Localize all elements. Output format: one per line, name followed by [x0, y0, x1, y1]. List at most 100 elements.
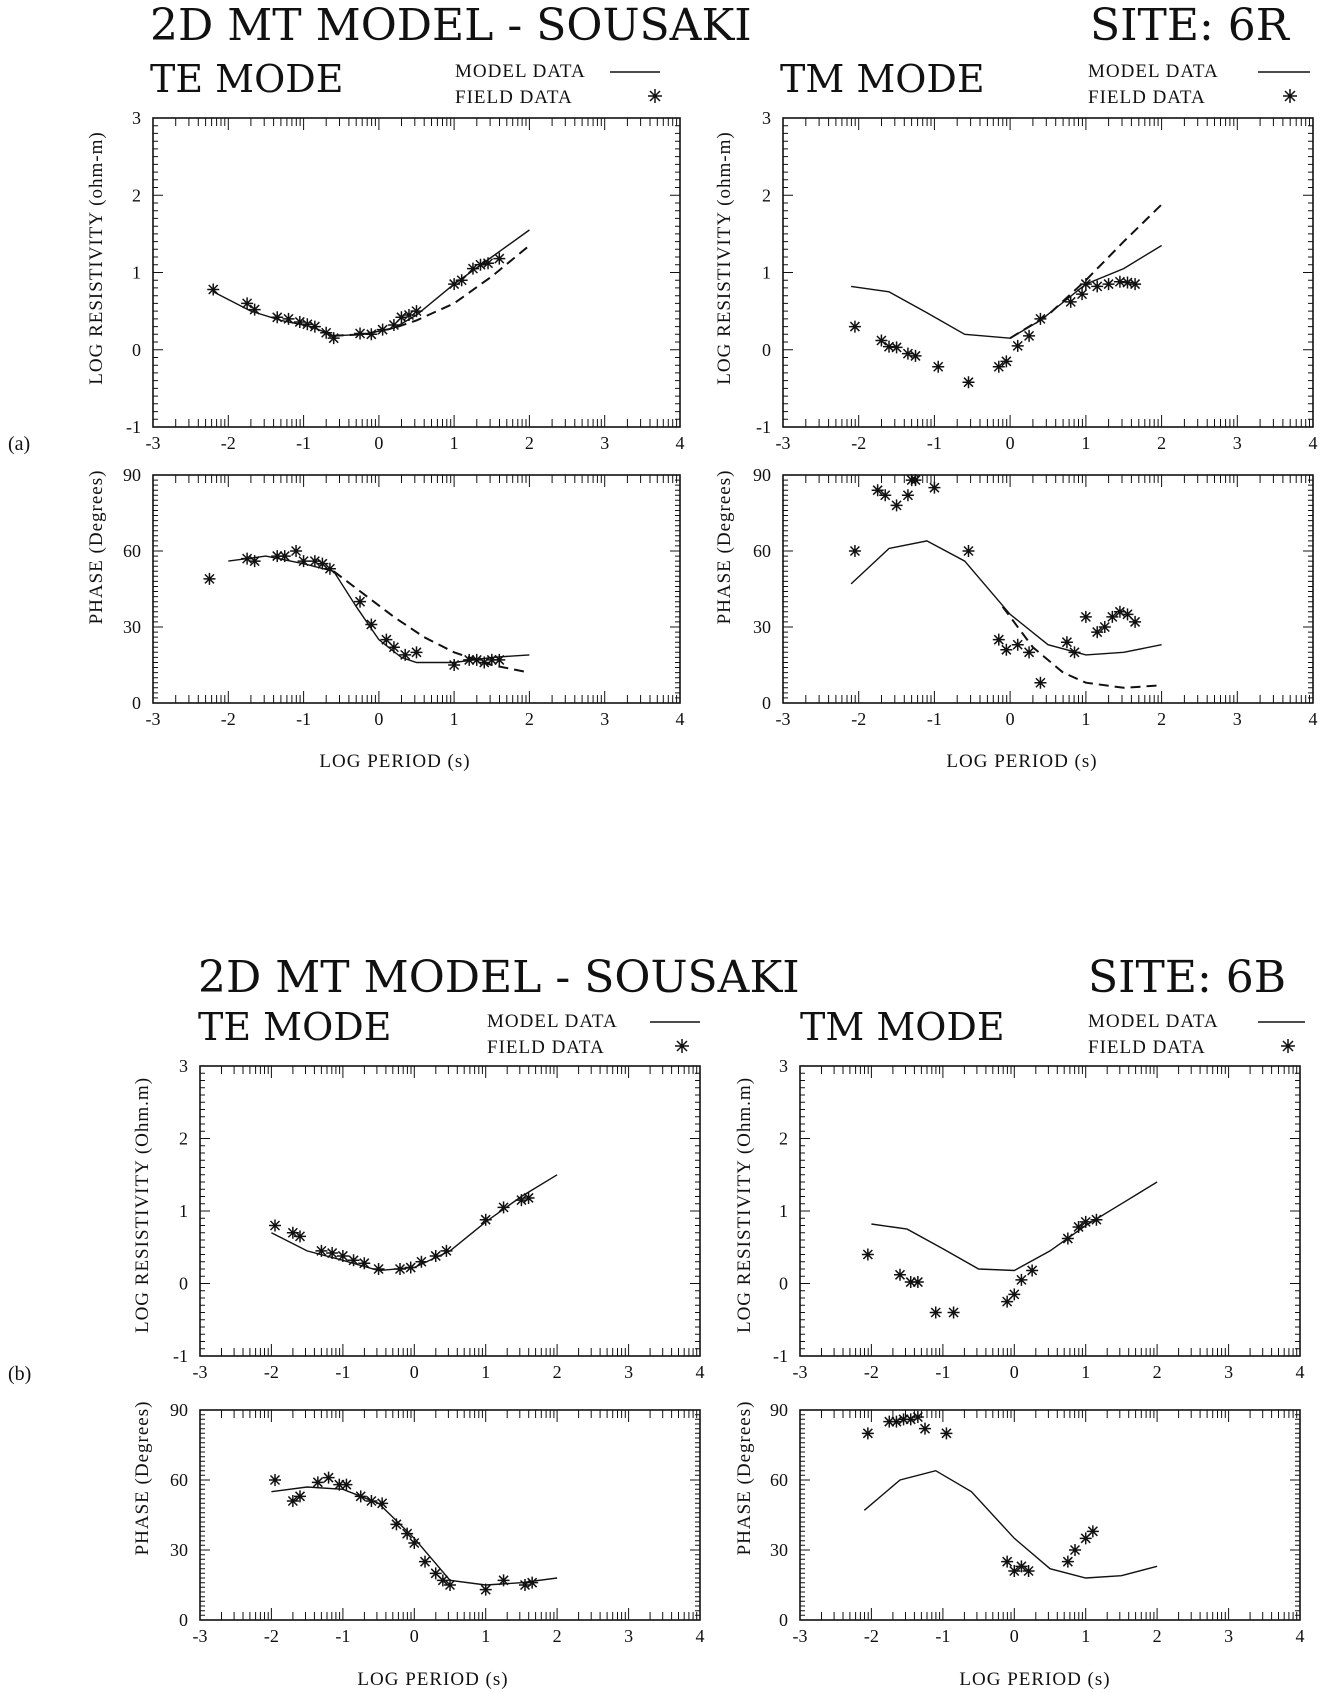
field-data-point: [849, 545, 861, 557]
x-tick-label: 2: [525, 709, 534, 729]
field-data-series: [849, 276, 1141, 388]
field-data-point: [930, 1307, 942, 1319]
field-data-point: [290, 545, 302, 557]
chart-a-te-phase: -3 -2 -1 0 1 2 3 40306090: [123, 465, 685, 729]
field-data-point: [249, 304, 261, 316]
x-tick-label: 1: [1081, 709, 1090, 729]
x-tick-label: 4: [1296, 1362, 1305, 1382]
chart-b-tm-res: -3 -2 -1 0 1 2 3 4-10123: [773, 1056, 1305, 1382]
figure-b-title: 2D MT MODEL - SOUSAKI: [198, 952, 800, 1003]
x-tick-label: 1: [1081, 433, 1090, 453]
field-data-point: [1023, 330, 1035, 342]
field-data-point: [315, 1245, 327, 1257]
field-data-point: [440, 1245, 452, 1257]
field-data-point: [1000, 644, 1012, 656]
field-data-point: [523, 1192, 535, 1204]
field-data-point: [875, 334, 887, 346]
minor-ticks: [783, 475, 1313, 703]
field-data-point: [399, 649, 411, 661]
field-data-point: [279, 550, 291, 562]
field-data-point: [963, 376, 975, 388]
field-data-point: [309, 321, 321, 333]
field-data-point: [1034, 313, 1046, 325]
x-tick-label: -2: [851, 709, 866, 729]
figure-b-tm-legend-model: MODEL DATA: [1088, 1011, 1219, 1032]
field-data-series: [269, 1192, 535, 1275]
plot-frame: [783, 475, 1313, 703]
field-data-point: [1015, 1274, 1027, 1286]
x-tick-label: 4: [1296, 1626, 1305, 1646]
figure-b-te-legend-star: [675, 1039, 689, 1053]
figure-a-title: 2D MT MODEL - SOUSAKI: [150, 0, 752, 51]
x-tick-label: 3: [1233, 433, 1242, 453]
x-tick-label: 0: [1006, 709, 1015, 729]
field-data-point: [376, 1497, 388, 1509]
y-tick-label: 0: [779, 1274, 788, 1294]
x-tick-label: -2: [851, 433, 866, 453]
x-tick-label: 2: [553, 1362, 562, 1382]
y-tick-label: 0: [762, 340, 771, 360]
x-tick-label: -1: [935, 1362, 950, 1382]
field-data-point: [894, 1269, 906, 1281]
field-data-point: [1106, 611, 1118, 623]
field-data-point: [271, 311, 283, 323]
x-tick-label: 1: [450, 433, 459, 453]
x-tick-label: 4: [696, 1362, 705, 1382]
figure-b-tm-legend-star: [1281, 1039, 1295, 1053]
field-data-point: [365, 618, 377, 630]
field-data-point: [323, 1472, 335, 1484]
chart-b-te-res: -3 -2 -1 0 1 2 3 4-10123: [173, 1056, 705, 1382]
figure-a-te-legend-field: FIELD DATA: [455, 87, 573, 108]
x-tick-label: -2: [864, 1626, 879, 1646]
field-data-point: [1103, 278, 1115, 290]
field-data-point: [493, 654, 505, 666]
y-tick-label: 60: [753, 541, 771, 561]
figure-a-te-res-ylabel: LOG RESISTIVITY (ohm-m): [86, 131, 107, 384]
field-data-point: [326, 1247, 338, 1259]
y-tick-label: 90: [123, 465, 141, 485]
figure-b-te-xlabel: LOG PERIOD (s): [357, 1669, 508, 1690]
field-data-point: [249, 555, 261, 567]
y-tick-label: 2: [179, 1129, 188, 1149]
x-tick-label: 2: [553, 1626, 562, 1646]
field-data-point: [354, 328, 366, 340]
plot-frame: [800, 1410, 1300, 1620]
model-curve: [228, 556, 529, 662]
x-tick-label: 2: [525, 433, 534, 453]
figure-a-tm-legend-model: MODEL DATA: [1088, 61, 1219, 82]
field-data-point: [415, 1256, 427, 1268]
field-data-point: [337, 1250, 349, 1262]
field-data-point: [320, 327, 332, 339]
y-tick-label: 0: [179, 1610, 188, 1630]
minor-ticks: [783, 118, 1313, 427]
x-tick-label: 1: [450, 709, 459, 729]
x-tick-label: -3: [793, 1626, 808, 1646]
figure-a-te-xlabel: LOG PERIOD (s): [319, 751, 470, 772]
x-tick-label: 4: [1309, 709, 1318, 729]
field-data-point: [963, 545, 975, 557]
field-data-point: [480, 1584, 492, 1596]
y-tick-label: 30: [170, 1540, 188, 1560]
y-tick-label: 1: [132, 263, 141, 283]
field-data-point: [493, 253, 505, 265]
field-data-point: [444, 1579, 456, 1591]
field-data-point: [912, 1411, 924, 1423]
chart-a-tm-phase: -3 -2 -1 0 1 2 3 40306090: [753, 465, 1318, 729]
field-data-point: [1034, 677, 1046, 689]
figure-b-te-legend-field: FIELD DATA: [487, 1037, 605, 1058]
figure-b-tm-mode-title: TM MODE: [800, 1005, 1005, 1049]
field-data-point: [993, 361, 1005, 373]
x-tick-label: 2: [1153, 1362, 1162, 1382]
x-tick-label: -2: [221, 433, 236, 453]
field-data-point: [411, 646, 423, 658]
field-data-point: [498, 1201, 510, 1213]
field-data-point: [401, 1528, 413, 1540]
y-tick-label: 3: [179, 1056, 188, 1076]
y-tick-label: 60: [770, 1470, 788, 1490]
field-data-point: [294, 1490, 306, 1502]
field-data-point: [354, 596, 366, 608]
field-data-point: [1080, 278, 1092, 290]
field-data-point: [365, 1495, 377, 1507]
x-tick-label: 0: [1010, 1626, 1019, 1646]
